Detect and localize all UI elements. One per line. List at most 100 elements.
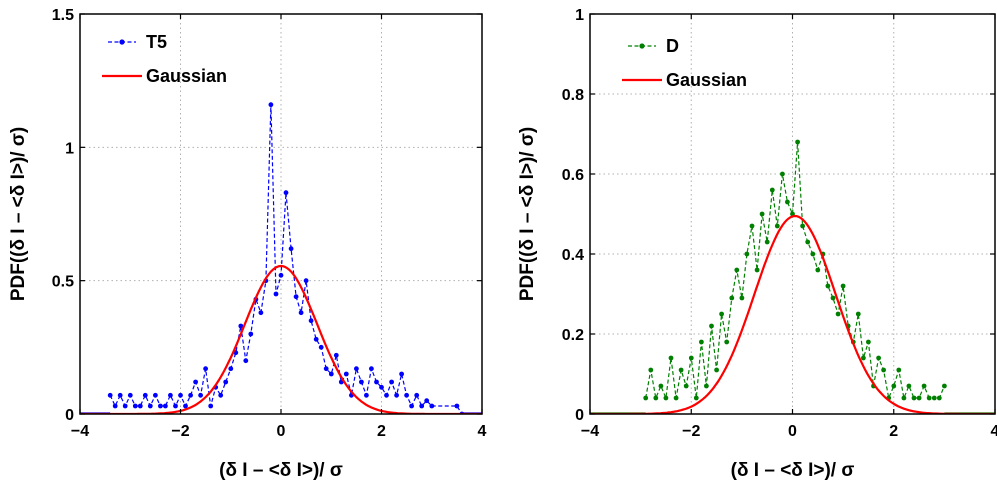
y-tick-label: 0.2: [562, 327, 584, 344]
data-point: [318, 344, 324, 350]
legend-marker: [119, 39, 125, 45]
legend-label: D: [666, 36, 679, 56]
data-point: [840, 283, 846, 289]
y-tick-label: 1: [575, 7, 584, 24]
data-point: [379, 384, 384, 390]
y-tick-label: 1: [65, 140, 74, 157]
data-point: [424, 398, 430, 404]
x-axis-label: (δ I – <δ I>)/ σ: [731, 460, 855, 481]
y-tick-label: 1.5: [52, 7, 74, 24]
data-point: [419, 403, 425, 409]
data-point: [288, 246, 294, 252]
legend-label: Gaussian: [666, 70, 747, 90]
data-point: [658, 383, 664, 389]
data-point: [891, 383, 897, 389]
data-point: [173, 403, 178, 409]
data-point: [861, 355, 866, 361]
x-tick-label: 0: [788, 423, 797, 440]
data-point: [132, 403, 138, 409]
x-tick-label: 4: [478, 423, 487, 440]
data-point: [795, 139, 800, 145]
y-axis-label: PDF((δ I – <δ I>)/ σ): [517, 127, 538, 301]
data-point: [754, 267, 760, 273]
data-point: [323, 366, 329, 372]
data-point: [283, 190, 289, 196]
y-tick-label: 0: [65, 407, 74, 424]
data-point: [188, 392, 194, 398]
data-point: [936, 395, 942, 401]
data-point: [258, 310, 264, 316]
data-point: [911, 395, 917, 401]
data-point: [308, 318, 314, 324]
x-tick-label: 4: [991, 423, 997, 440]
data-point: [931, 395, 937, 401]
series-line-t5: [109, 104, 463, 414]
data-point: [384, 392, 389, 398]
data-point: [729, 295, 735, 301]
data-point: [313, 336, 319, 342]
legend: T5 Gaussian: [102, 32, 227, 86]
data-point: [653, 395, 659, 401]
data-point: [127, 392, 133, 398]
data-point: [328, 371, 334, 377]
data-point: [303, 278, 309, 284]
data-point: [678, 367, 684, 373]
data-point: [183, 403, 188, 409]
x-axis-label: (δ I – <δ I>)/ σ: [219, 460, 343, 481]
data-point: [394, 392, 399, 398]
data-point: [876, 355, 881, 361]
data-point: [901, 395, 907, 401]
data-point: [719, 311, 724, 317]
data-point: [855, 311, 861, 317]
data-point: [648, 367, 654, 373]
data-point: [414, 392, 420, 398]
data-point: [785, 199, 790, 205]
data-point: [815, 267, 821, 273]
x-tick-label: 0: [277, 423, 286, 440]
data-point: [683, 383, 689, 389]
data-point: [147, 403, 153, 409]
x-tick-label: −4: [581, 423, 599, 440]
data-point: [906, 383, 912, 389]
data-point: [724, 339, 730, 345]
data-point: [896, 367, 902, 373]
data-point: [663, 395, 669, 401]
data-point: [643, 395, 649, 401]
y-tick-label: 0.4: [562, 247, 584, 264]
y-tick-label: 0.8: [562, 87, 584, 104]
legend-label: Gaussian: [146, 66, 227, 86]
data-point: [203, 366, 209, 372]
x-tick-label: −2: [682, 423, 700, 440]
chart-panel-t5: −4 −2 0 2 4 0 0.5 1 1.5 (δ I – <δ I>)/ σ PDF((δ I …: [8, 7, 487, 481]
data-point: [693, 395, 699, 401]
data-point: [921, 383, 927, 389]
y-tick-label: 0: [575, 407, 584, 424]
data-point: [825, 283, 831, 289]
data-point: [916, 395, 922, 401]
data-point: [117, 392, 123, 398]
data-point: [158, 403, 163, 409]
data-point: [769, 187, 775, 193]
data-point: [739, 295, 745, 301]
data-point: [926, 395, 932, 401]
data-point: [218, 392, 224, 398]
x-tick-label: 2: [377, 423, 386, 440]
x-tick-label: −4: [71, 423, 89, 440]
data-point: [107, 392, 113, 398]
data-point: [404, 392, 409, 398]
x-tick-label: 2: [889, 423, 898, 440]
data-point: [193, 379, 199, 385]
data-point: [369, 366, 374, 372]
data-point: [153, 392, 158, 398]
data-point: [208, 403, 214, 409]
data-point: [749, 223, 755, 229]
data-point: [223, 379, 229, 385]
data-point: [764, 239, 770, 245]
data-point: [142, 392, 148, 398]
data-point: [298, 310, 304, 316]
y-axis-label: PDF((δ I – <δ I>)/ σ): [8, 127, 29, 301]
data-point: [699, 339, 704, 345]
data-point: [273, 291, 279, 297]
data-point: [343, 371, 349, 377]
